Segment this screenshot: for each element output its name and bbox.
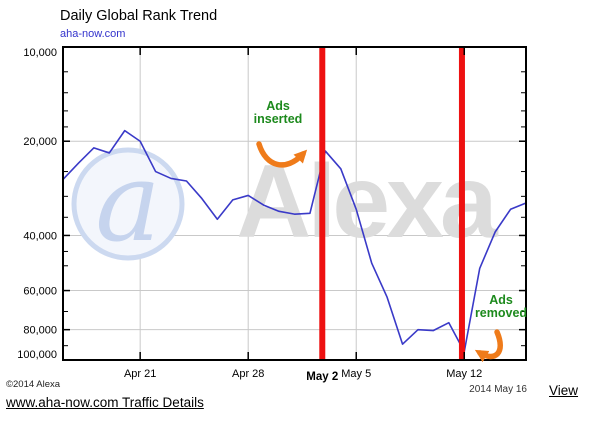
x-axis-label: Apr 21: [124, 368, 156, 380]
event-axis-label: May 2: [306, 371, 338, 383]
annotation-line: Ads: [489, 293, 513, 307]
chart-title: Daily Global Rank Trend: [60, 8, 218, 24]
y-axis-label: 60,000: [23, 286, 57, 298]
y-axis-label: 10,000: [23, 47, 57, 59]
x-axis-label: May 5: [341, 368, 371, 380]
ads-inserted-arrow-icon: [256, 141, 308, 168]
annotation-ads-removed: Ads removed: [456, 294, 546, 320]
alexa-logo-icon: [71, 147, 185, 261]
copyright-label: ©2014 Alexa: [6, 379, 61, 390]
view-link[interactable]: View: [549, 383, 579, 398]
rank-trend-line: [62, 129, 527, 353]
annotation-line: inserted: [253, 112, 303, 126]
x-axis-label: Apr 28: [232, 368, 264, 380]
annotation-line: Ads: [266, 99, 290, 113]
plot-border: [62, 46, 527, 361]
y-axis-label: 40,000: [23, 230, 57, 242]
end-date-label: 2014 May 16: [469, 384, 527, 395]
site-name-link[interactable]: aha-now.com: [60, 28, 126, 40]
x-axis-label: May 12: [446, 368, 482, 380]
y-axis-label: 20,000: [23, 136, 57, 148]
ads-removed-arrow-icon: [474, 329, 503, 363]
y-axis-label: 80,000: [23, 325, 57, 337]
y-axis-label: 100,000: [17, 349, 57, 361]
annotation-line: removed: [474, 306, 528, 320]
annotation-ads-inserted: Ads inserted: [233, 100, 323, 126]
traffic-details-link[interactable]: www.aha-now.com Traffic Details: [6, 395, 204, 410]
